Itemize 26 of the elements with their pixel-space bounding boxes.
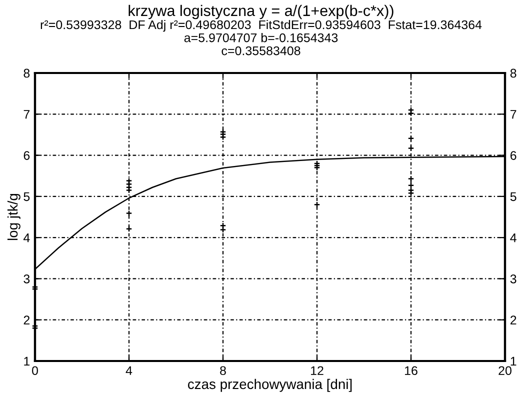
y-tick-label: 3 bbox=[24, 274, 30, 284]
y2-tick-label: 7 bbox=[510, 110, 516, 119]
y2-tick-label: 5 bbox=[510, 192, 516, 202]
chart-subtitle: r²=0.53993328 DF Adj r²=0.49680203 FitStdErr=0.93594603 Fstat=19.364364 a=5.9704707 b=-0.1654343 c=0.35583408 bbox=[40, 20, 482, 56]
x-tick-label: 0 bbox=[32, 366, 38, 376]
x-tick-label: 4 bbox=[126, 366, 132, 375]
y2-tick-label: 1 bbox=[510, 356, 516, 366]
y2-tick-label: 4 bbox=[510, 234, 516, 242]
y2-tick-label: 3 bbox=[510, 274, 516, 284]
y2-tick-label: 8 bbox=[510, 68, 516, 78]
y-tick-label: 8 bbox=[24, 68, 30, 78]
x-tick-label: 20 bbox=[498, 366, 512, 376]
x-axis-title: czas przechowywania [dni] bbox=[188, 378, 352, 392]
x-tick-label: 12 bbox=[311, 366, 324, 375]
y-tick-label: 5 bbox=[24, 192, 30, 202]
x-tick-label: 8 bbox=[220, 366, 226, 376]
x-tick-label: 16 bbox=[405, 366, 418, 376]
y-tick-label: 7 bbox=[24, 110, 30, 119]
y-tick-label: 1 bbox=[24, 356, 30, 366]
y-axis-title: log jtk/g bbox=[7, 194, 20, 240]
chart-title: krzywa logistyczna y = a/(1+exp(b-c*x)) bbox=[128, 4, 394, 20]
y2-tick-label: 6 bbox=[510, 151, 516, 160]
y-tick-label: 2 bbox=[24, 316, 30, 324]
y-tick-label: 6 bbox=[24, 151, 30, 160]
y-tick-label: 4 bbox=[23, 234, 30, 242]
y2-tick-label: 2 bbox=[510, 316, 516, 324]
